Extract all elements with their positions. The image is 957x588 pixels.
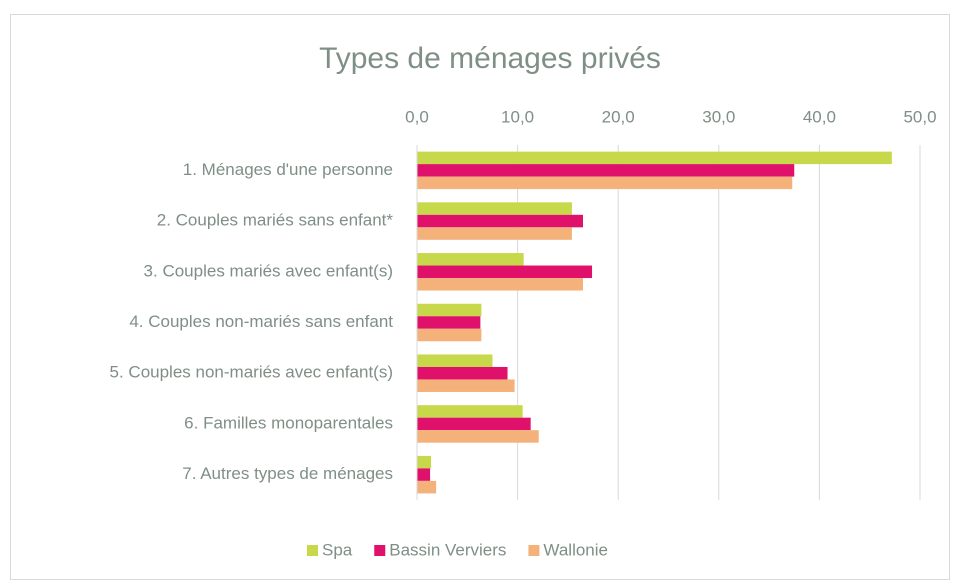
- bar: [417, 316, 481, 329]
- x-tick-label: 30,0: [702, 107, 735, 126]
- chart-title: Types de ménages privés: [319, 42, 661, 75]
- bar: [417, 366, 508, 380]
- bar: [417, 480, 437, 494]
- y-tick-label: 6. Familles monoparentales: [184, 413, 393, 432]
- x-tick-label: 10,0: [501, 107, 534, 126]
- bar: [417, 354, 493, 367]
- legend-swatch: [374, 545, 386, 556]
- bar: [417, 303, 482, 317]
- bar: [417, 379, 515, 392]
- legend-swatch: [307, 545, 318, 556]
- x-tick-label: 20,0: [602, 107, 635, 126]
- y-tick-label: 1. Ménages d'une personne: [183, 160, 393, 179]
- chart-border: [10, 14, 950, 580]
- bar: [417, 265, 593, 279]
- legend-label: Wallonie: [543, 540, 608, 559]
- x-tick-label: 40,0: [803, 107, 836, 126]
- bar: [417, 214, 583, 228]
- bar: [417, 151, 892, 165]
- bar: [417, 468, 431, 481]
- bar: [417, 278, 583, 291]
- bar: [417, 176, 793, 190]
- x-tick-label: 50,0: [903, 107, 936, 126]
- bar: [417, 455, 432, 469]
- y-tick-label: 5. Couples non-mariés avec enfant(s): [110, 363, 393, 382]
- legend-label: Bassin Verviers: [389, 540, 506, 559]
- bar: [417, 328, 482, 342]
- y-tick-label: 2. Couples mariés sans enfant*: [157, 211, 394, 230]
- x-tick-label: 0,0: [405, 107, 429, 126]
- bar: [417, 202, 572, 215]
- bar: [417, 253, 524, 266]
- bar: [417, 164, 795, 177]
- legend-label: Spa: [322, 540, 353, 559]
- bar: [417, 430, 539, 443]
- legend-swatch: [528, 545, 540, 556]
- y-tick-label: 4. Couples non-mariés sans enfant: [129, 312, 393, 331]
- y-tick-label: 7. Autres types de ménages: [182, 464, 393, 483]
- y-tick-label: 3. Couples mariés avec enfant(s): [144, 261, 393, 280]
- bar: [417, 405, 523, 418]
- bar: [417, 417, 531, 431]
- bar: [417, 227, 572, 240]
